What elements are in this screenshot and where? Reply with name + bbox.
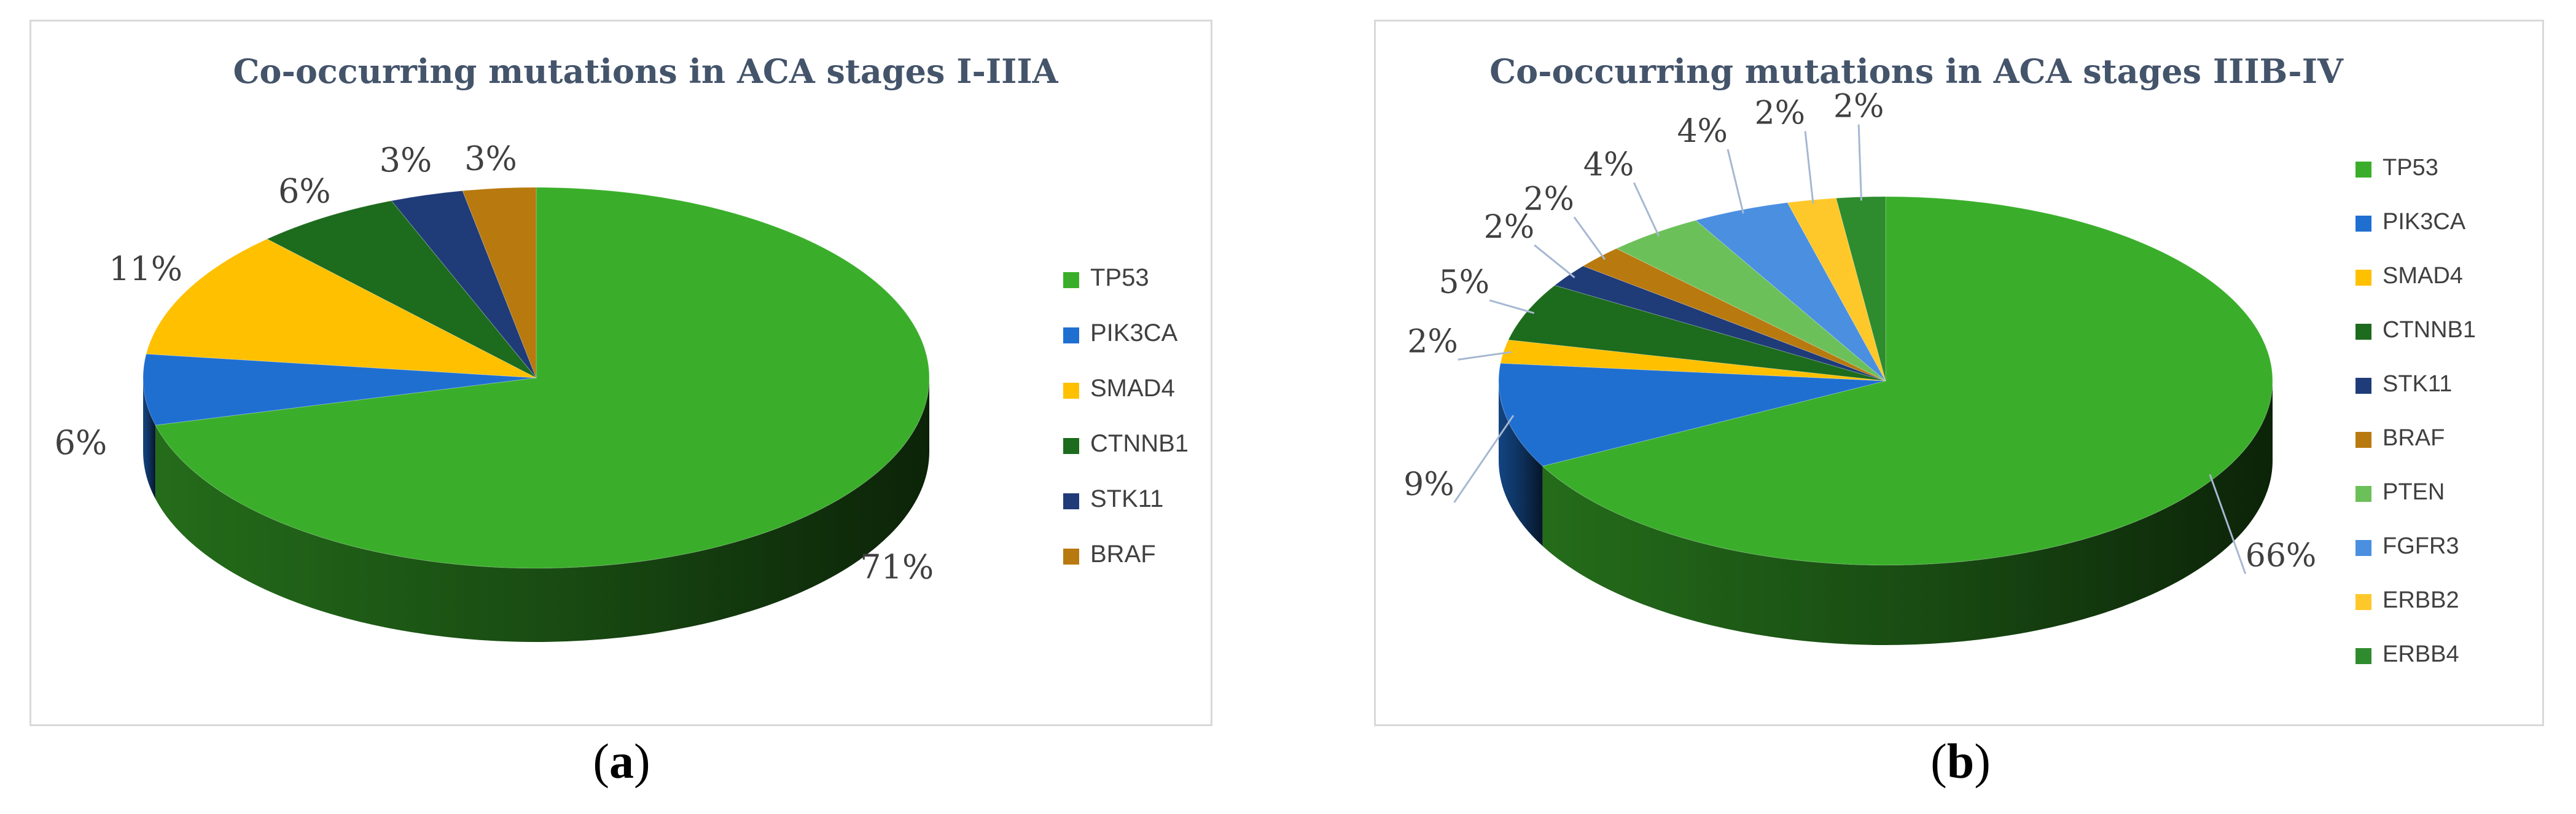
data-label-tp53: 66% — [2246, 538, 2317, 574]
chart-panel-b: Co-occurring mutations in ACA stages III… — [1374, 20, 2544, 726]
data-label-fgfr3: 4% — [1677, 113, 1728, 150]
legend-swatch-stk11 — [2355, 378, 2371, 394]
legend-label-ctnnb1: CTNNB1 — [2383, 317, 2476, 343]
leader-line-tp53 — [2209, 474, 2247, 574]
legend-label-fgfr3: FGFR3 — [2383, 533, 2459, 559]
legend-swatch-pten — [2355, 486, 2371, 502]
pie-slice-pik3ca — [142, 353, 537, 426]
leader-line-erbb2 — [1804, 131, 1814, 204]
leader-line-fgfr3 — [1727, 149, 1744, 214]
pie-slice-braf — [1582, 248, 1886, 382]
pie-slice-ctnnb1 — [266, 200, 537, 378]
legend-label-erbb4: ERBB4 — [2383, 641, 2459, 667]
data-label-ctnnb1: 5% — [1439, 264, 1490, 301]
data-label-pik3ca: 6% — [55, 423, 107, 462]
legend-swatch-pik3ca — [1063, 327, 1079, 343]
pie-side-pik3ca — [143, 378, 156, 499]
legend-swatch-erbb2 — [2355, 594, 2371, 610]
data-label-stk11: 3% — [380, 141, 432, 179]
data-label-stk11: 2% — [1484, 209, 1535, 246]
data-label-braf: 2% — [1523, 181, 1574, 217]
legend-label-ctnnb1: CTNNB1 — [1090, 430, 1188, 457]
legend-swatch-pik3ca — [2355, 216, 2371, 232]
legend-swatch-fgfr3 — [2355, 540, 2371, 556]
legend-swatch-smad4 — [1063, 383, 1079, 399]
pie-chart-b: Co-occurring mutations in ACA stages III… — [1403, 52, 2476, 667]
caption-b: (b) — [1930, 735, 1991, 789]
pie-chart-a: Co-occurring mutations in ACA stages I-I… — [55, 52, 1188, 642]
pie-slice-tp53 — [155, 187, 930, 569]
legend-swatch-tp53 — [2355, 162, 2371, 178]
leader-line-erbb4 — [1857, 124, 1862, 201]
legend-swatch-erbb4 — [2355, 648, 2371, 664]
pie-slice-braf — [462, 187, 537, 378]
leader-line-stk11 — [1534, 244, 1575, 278]
data-label-braf: 3% — [464, 139, 517, 178]
legend-label-stk11: STK11 — [1090, 485, 1163, 512]
data-label-smad4: 2% — [1407, 323, 1458, 360]
legend-swatch-smad4 — [2355, 270, 2371, 286]
chart-title: Co-occurring mutations in ACA stages III… — [1489, 52, 2344, 91]
legend-label-erbb2: ERBB2 — [2383, 587, 2459, 613]
pie-slice-stk11 — [391, 190, 537, 378]
data-label-ctnnb1: 6% — [278, 171, 331, 210]
legend-label-smad4: SMAD4 — [2383, 263, 2463, 289]
legend-label-tp53: TP53 — [1090, 264, 1149, 291]
data-label-tp53: 71% — [860, 548, 934, 587]
pie-side-tp53 — [155, 378, 929, 642]
legend-label-tp53: TP53 — [2383, 155, 2438, 181]
legend-label-braf: BRAF — [1090, 541, 1156, 568]
legend-label-pik3ca: PIK3CA — [1090, 319, 1178, 346]
pie-slice-stk11 — [1554, 265, 1886, 382]
leader-line-pten — [1633, 182, 1660, 237]
pie-slice-erbb2 — [1787, 197, 1886, 382]
data-label-smad4: 11% — [109, 249, 182, 288]
pie-side-tp53 — [1542, 381, 2273, 645]
data-label-erbb2: 2% — [1755, 95, 1806, 132]
pie-slice-pik3ca — [1498, 362, 1886, 467]
pie-slice-smad4 — [146, 238, 537, 378]
leader-line-pik3ca — [1453, 415, 1515, 503]
pie-slice-pten — [1615, 220, 1886, 382]
caption-a: (a) — [593, 735, 650, 789]
legend-swatch-braf — [2355, 432, 2371, 448]
chart-panel-a: Co-occurring mutations in ACA stages I-I… — [29, 20, 1212, 726]
pie-slice-smad4 — [1500, 339, 1886, 382]
legend-label-braf: BRAF — [2383, 425, 2445, 451]
data-label-erbb4: 2% — [1833, 88, 1884, 125]
legend-swatch-ctnnb1 — [2355, 324, 2371, 340]
legend-label-pik3ca: PIK3CA — [2383, 209, 2466, 235]
legend-swatch-stk11 — [1063, 493, 1079, 509]
leader-line-ctnnb1 — [1489, 299, 1535, 315]
pie-side-pik3ca — [1499, 381, 1543, 546]
legend-label-pten: PTEN — [2383, 479, 2445, 505]
legend-swatch-ctnnb1 — [1063, 438, 1079, 454]
leader-line-smad4 — [1458, 351, 1512, 361]
legend-label-stk11: STK11 — [2383, 371, 2452, 397]
pie-slice-fgfr3 — [1695, 202, 1886, 382]
pie-slice-tp53 — [1542, 196, 2273, 566]
legend-swatch-braf — [1063, 549, 1079, 565]
legend-label-smad4: SMAD4 — [1090, 375, 1175, 402]
leader-line-braf — [1573, 216, 1606, 260]
data-label-pten: 4% — [1583, 146, 1634, 183]
legend-swatch-tp53 — [1063, 272, 1079, 288]
chart-title: Co-occurring mutations in ACA stages I-I… — [233, 52, 1058, 91]
data-label-pik3ca: 9% — [1403, 466, 1454, 503]
